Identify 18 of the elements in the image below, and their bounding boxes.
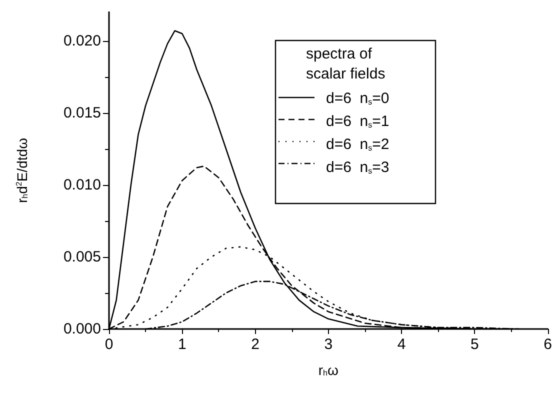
x-tick-label: 6 bbox=[544, 336, 552, 353]
y-tick-label: 0.015 bbox=[63, 104, 101, 122]
x-tick-label: 4 bbox=[397, 336, 406, 353]
legend-label: d=6 ns=2 bbox=[326, 136, 390, 153]
y-tick-label: 0.010 bbox=[63, 176, 101, 194]
y-tick-label: 0.005 bbox=[63, 248, 101, 266]
x-tick-label: 5 bbox=[470, 336, 479, 353]
legend-label: d=6 ns=0 bbox=[326, 90, 390, 107]
legend-label: d=6 ns=1 bbox=[326, 113, 390, 130]
x-tick-label: 3 bbox=[324, 336, 333, 353]
y-tick-label: 0.020 bbox=[63, 32, 101, 50]
legend-label: d=6 ns=3 bbox=[326, 159, 390, 176]
x-tick-label: 1 bbox=[178, 336, 186, 353]
y-tick-label: 0.000 bbox=[63, 320, 101, 338]
x-axis-title: rhω bbox=[318, 362, 338, 378]
x-tick-label: 2 bbox=[251, 336, 260, 353]
y-axis-title: rhd2E/dtdω bbox=[14, 138, 30, 203]
x-tick-label: 0 bbox=[104, 336, 114, 353]
